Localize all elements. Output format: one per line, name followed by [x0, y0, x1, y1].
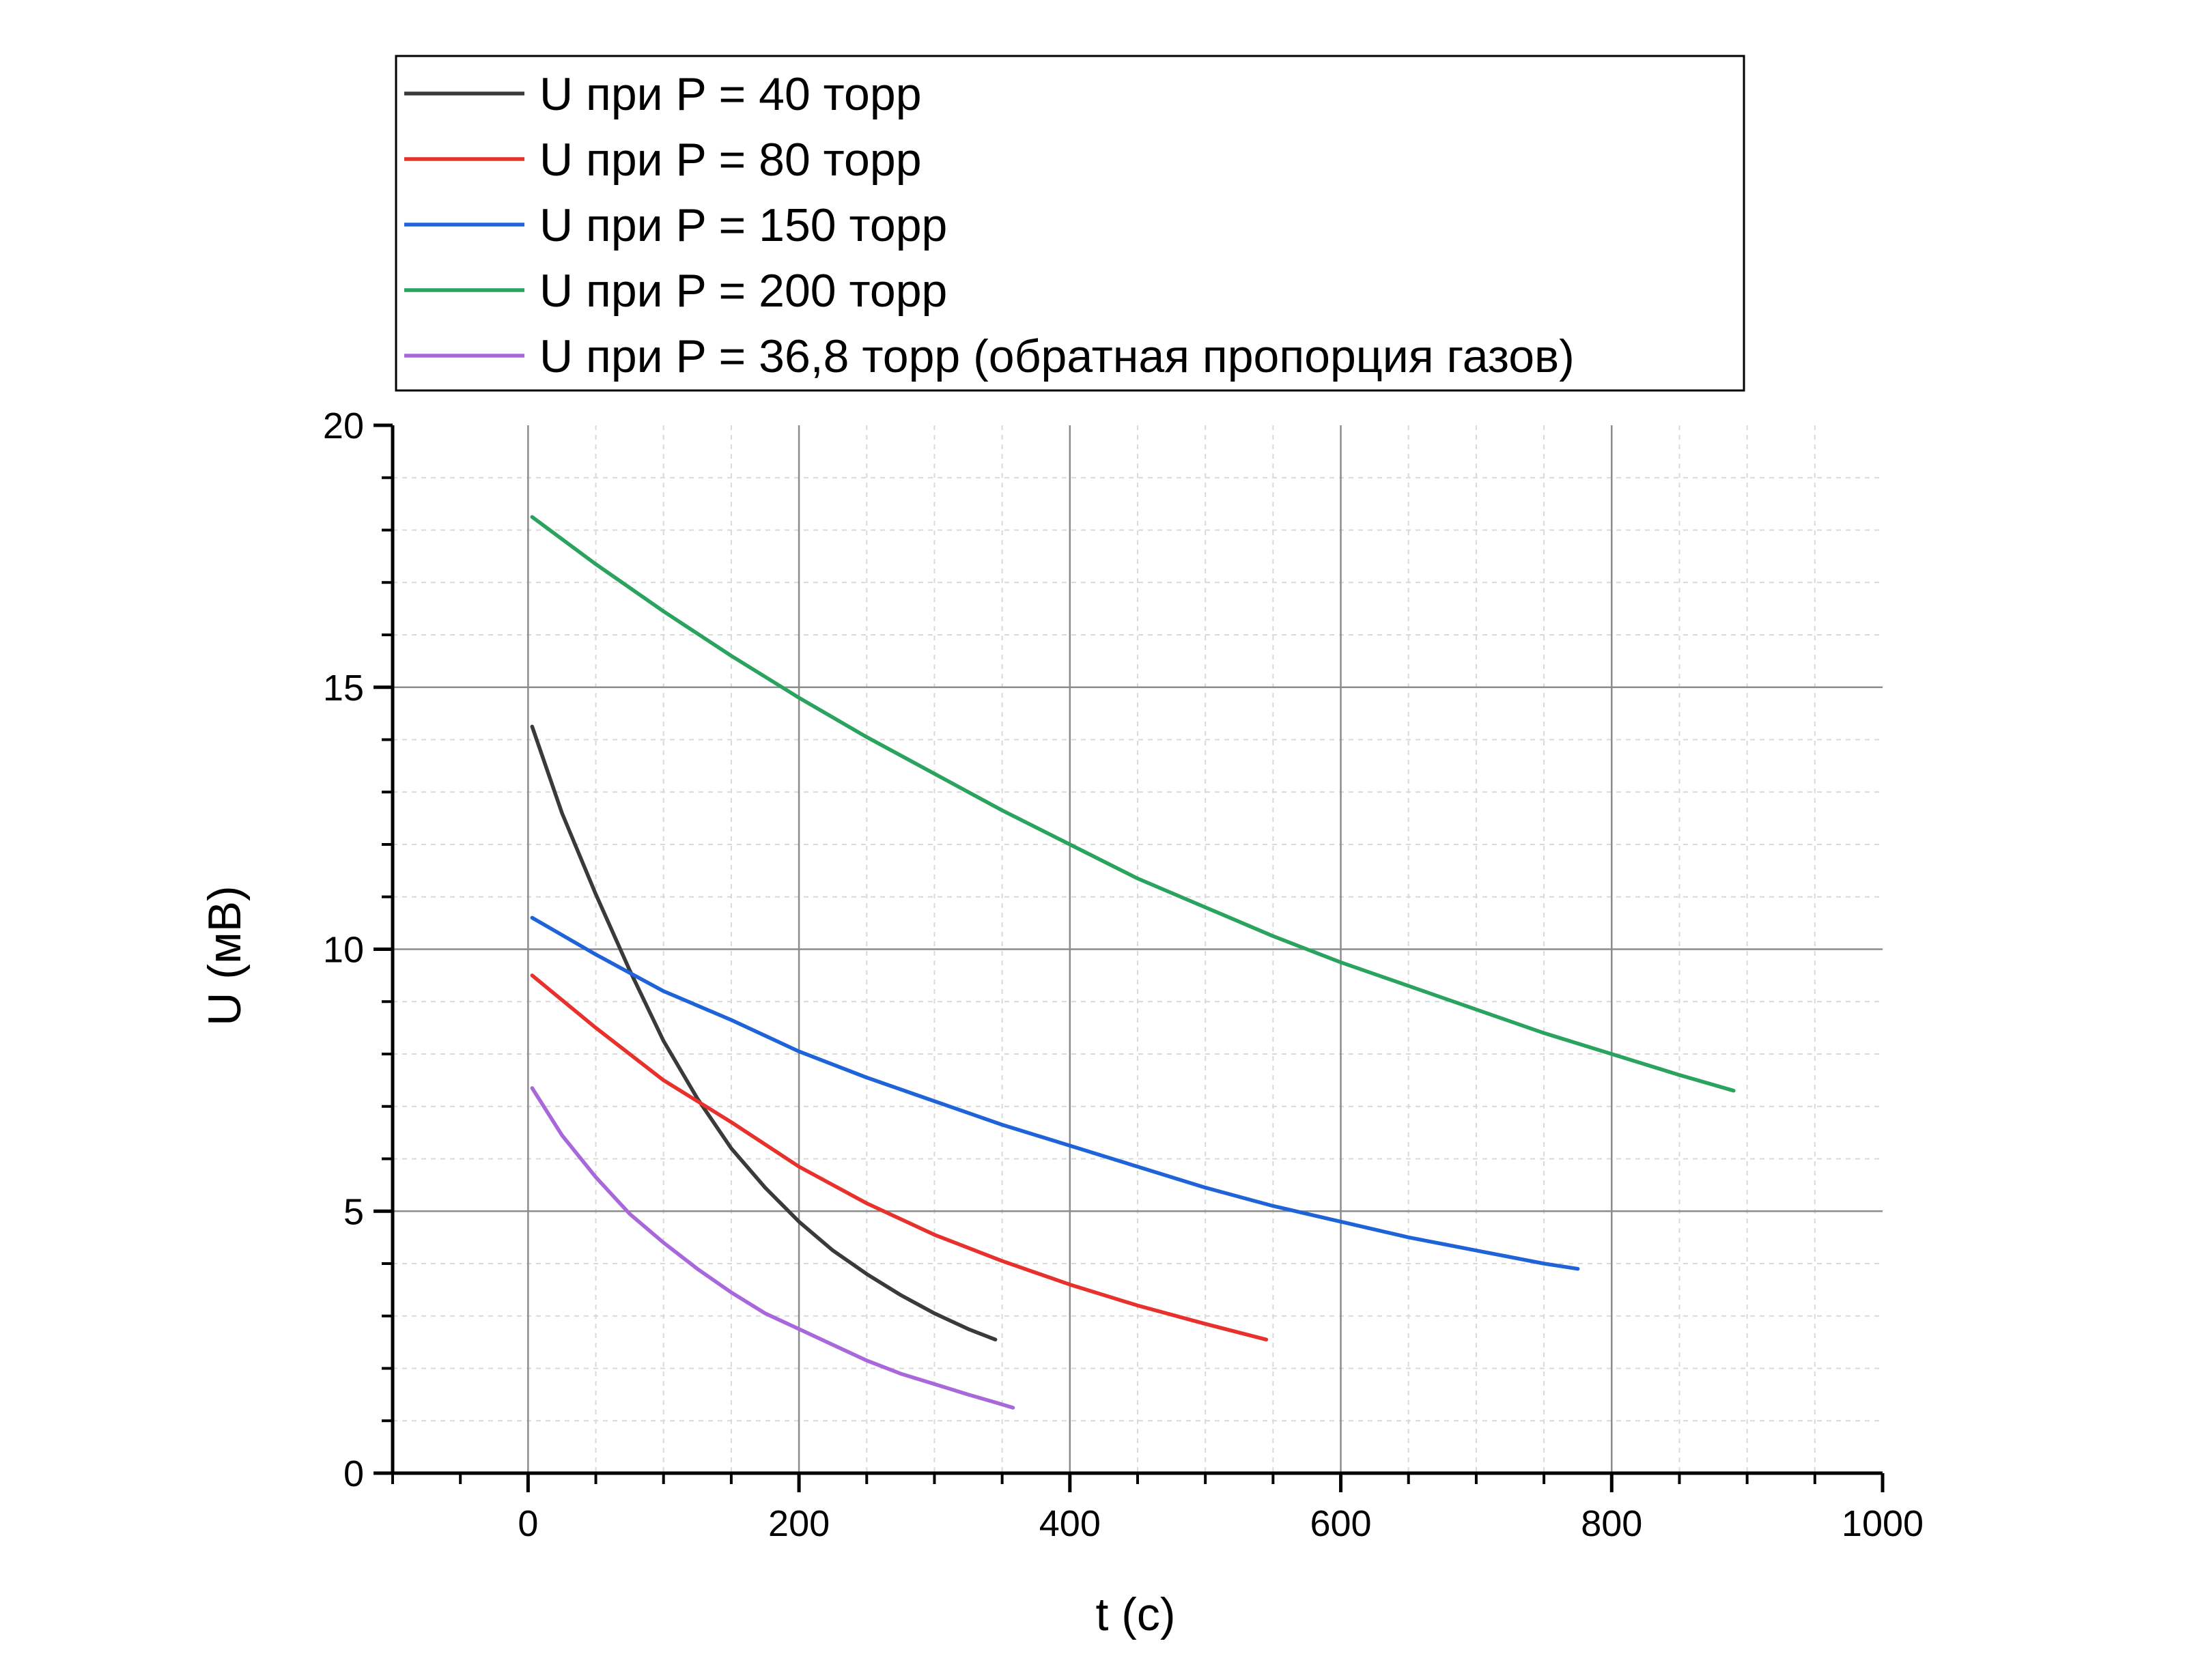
series-line-3	[530, 915, 1580, 1271]
series-line-5	[530, 1086, 1015, 1410]
x-tick-label: 800	[1581, 1503, 1642, 1544]
series-line-4	[530, 515, 1736, 1093]
series-line-1	[530, 724, 998, 1342]
legend-items: U при P = 40 торр U при P = 80 торр U при …	[404, 68, 1575, 382]
x-tick-label: 200	[768, 1503, 830, 1544]
x-tick-label: 400	[1039, 1503, 1101, 1544]
y-axis-title: U (мВ)	[199, 885, 251, 1025]
y-tick-label: 5	[343, 1191, 364, 1232]
y-tick-label: 15	[323, 668, 364, 709]
y-tick-label: 20	[323, 405, 364, 446]
series-layer	[530, 515, 1736, 1410]
axes: 0 200 400 600 800 1000 0 5 10 15 20	[323, 405, 1924, 1544]
legend-label-1: U при P = 40 торр	[539, 68, 922, 120]
x-tick-label: 600	[1310, 1503, 1371, 1544]
x-ticks: 0 200 400 600 800 1000	[518, 1473, 1924, 1544]
x-tick-label: 0	[518, 1503, 538, 1544]
legend-label-4: U при P = 200 торр	[539, 265, 947, 317]
x-axis-title: t (c)	[1095, 1589, 1175, 1640]
y-ticks: 0 5 10 15 20	[323, 405, 393, 1494]
legend: U при P = 40 торр U при P = 80 торр U при …	[395, 55, 1745, 392]
y-tick-label: 10	[323, 930, 364, 971]
legend-label-3: U при P = 150 торр	[539, 199, 947, 251]
legend-label-2: U при P = 80 торр	[539, 134, 922, 186]
grid	[393, 425, 1883, 1473]
y-minor-ticks	[382, 476, 393, 1423]
series-line-2	[530, 973, 1269, 1342]
x-minor-ticks	[391, 1473, 1816, 1484]
x-tick-label: 1000	[1842, 1503, 1924, 1544]
legend-label-5: U при P = 36,8 торр (обратная пропорция …	[539, 330, 1575, 382]
y-tick-label: 0	[343, 1453, 364, 1494]
legend-box	[395, 55, 1745, 392]
